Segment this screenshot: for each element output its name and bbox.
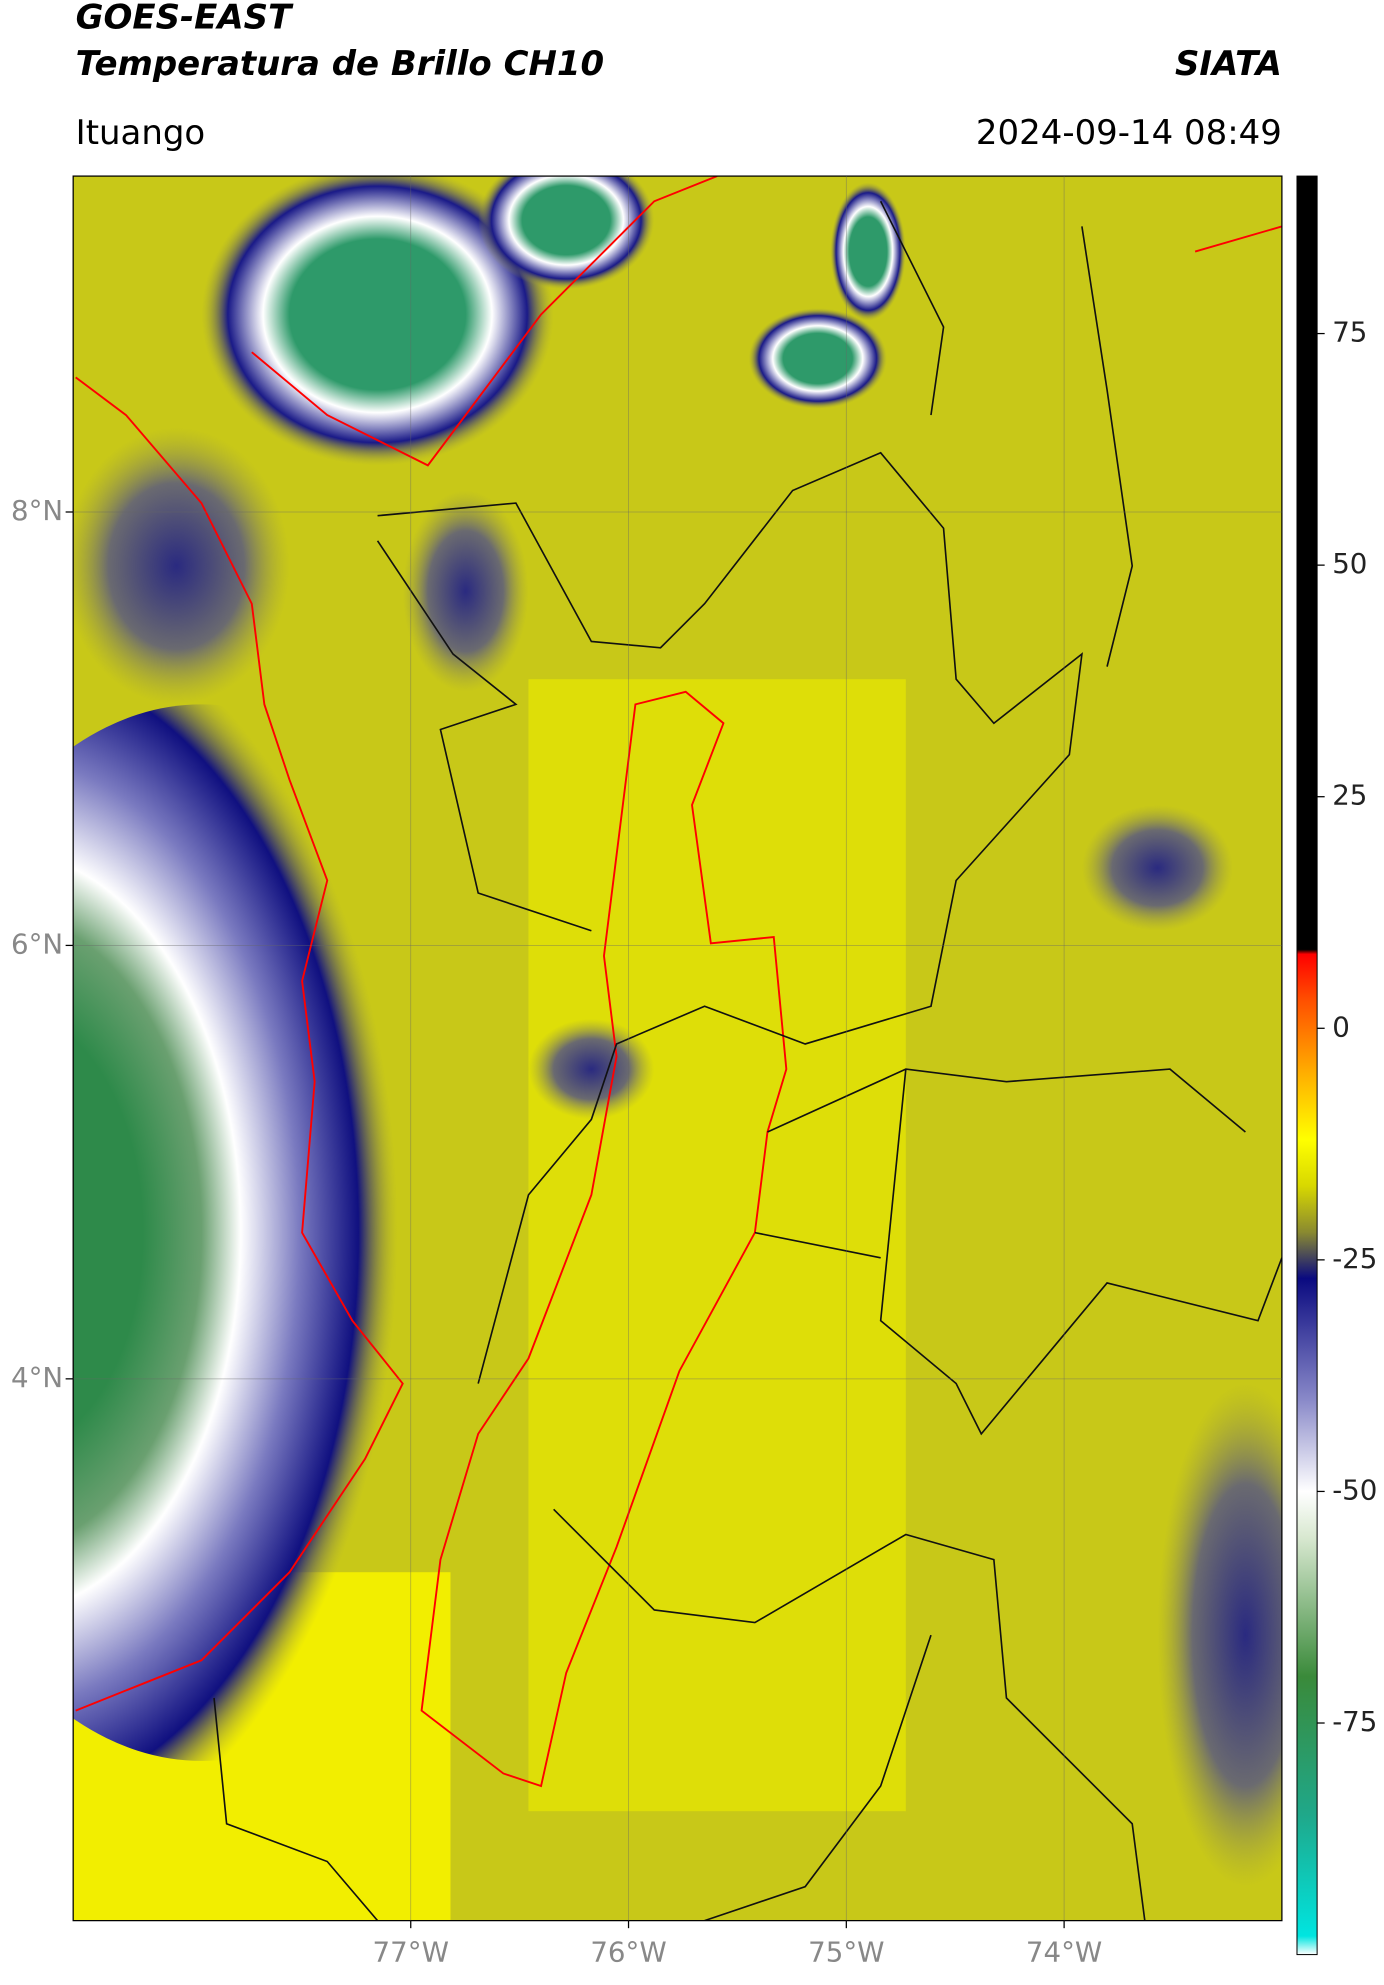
colorbar-tick-label: 50 <box>1332 547 1367 580</box>
colorbar-tick-label: 25 <box>1332 779 1367 812</box>
title: GOES-EAST <box>76 0 294 37</box>
y-tick-label: 8°N <box>11 494 63 527</box>
colorbar-tick-label: 0 <box>1332 1010 1350 1043</box>
y-tick-label: 4°N <box>11 1361 63 1394</box>
x-tick-label: 74°W <box>1026 1935 1102 1968</box>
x-tick-label: 75°W <box>808 1935 884 1968</box>
x-tick-label: 77°W <box>373 1935 449 1968</box>
colorbar-tick-label: 75 <box>1332 316 1367 349</box>
location: Ituango <box>76 113 206 153</box>
source: SIATA <box>1175 44 1282 84</box>
colorbar-tick-label: -50 <box>1332 1473 1377 1506</box>
colorbar <box>1296 175 1318 1956</box>
subtitle: Temperatura de Brillo CH10 <box>76 44 604 84</box>
map-image <box>73 176 1282 1921</box>
x-tick-label: 76°W <box>590 1935 666 1968</box>
map-frame <box>72 175 1283 1922</box>
datetime: 2024-09-14 08:49 <box>976 113 1282 153</box>
colorbar-tick-label: -25 <box>1332 1242 1377 1275</box>
colorbar-tick-label: -75 <box>1332 1705 1377 1738</box>
y-tick-label: 6°N <box>11 927 63 960</box>
